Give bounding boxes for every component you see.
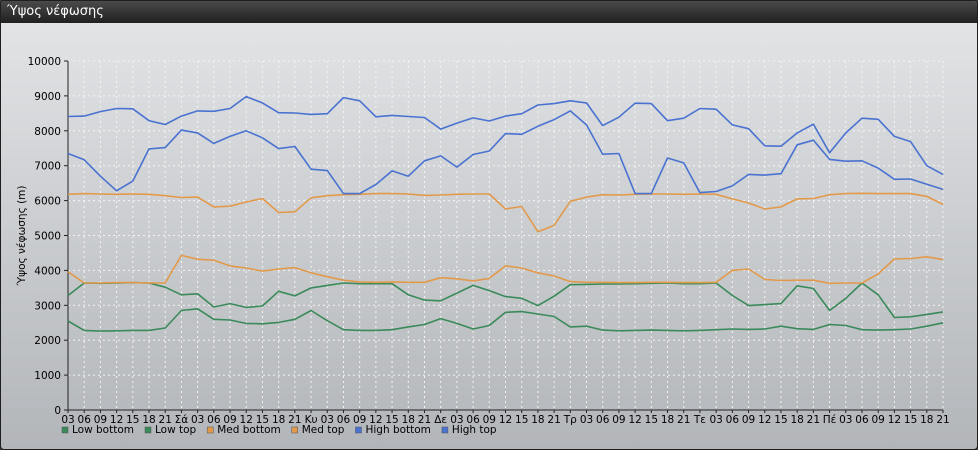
y-tick-label: 7000 — [34, 161, 61, 173]
series-line-med-top — [67, 254, 944, 285]
x-tick-label: 09 — [223, 414, 236, 426]
x-tick-label: 03 — [580, 414, 593, 426]
x-tick-label: 18 — [920, 414, 933, 426]
x-tick-label: 09 — [742, 414, 755, 426]
y-tick-label: 6000 — [34, 196, 61, 208]
legend-swatch — [206, 426, 214, 434]
series-line-high-bottom — [67, 110, 944, 195]
x-tick-label: 18 — [142, 414, 155, 426]
x-tick-label: 09 — [94, 414, 107, 426]
x-tick-label: 12 — [628, 414, 641, 426]
x-tick-label: 09 — [353, 414, 366, 426]
x-tick-label: Τρ — [563, 414, 577, 426]
x-tick-label: 12 — [110, 414, 123, 426]
x-tick-label: 06 — [78, 414, 92, 426]
series-line-med-bottom — [67, 192, 944, 233]
x-tick-label: 21 — [936, 414, 949, 426]
x-tick-label: 15 — [256, 414, 269, 426]
x-tick-label: 09 — [612, 414, 625, 426]
x-tick-label: 06 — [337, 414, 351, 426]
x-tick-label: 15 — [126, 414, 139, 426]
x-tick-label: 21 — [807, 414, 820, 426]
x-tick-label: Πέ — [823, 414, 837, 426]
y-tick-label: 8000 — [34, 126, 61, 138]
x-tick-label: 12 — [499, 414, 512, 426]
x-tick-label: Κυ — [305, 414, 318, 426]
y-axis-label: Ύψος νέφωσης (m) — [16, 185, 28, 286]
x-tick-label: 12 — [888, 414, 901, 426]
legend-swatch — [61, 426, 69, 434]
y-tick-label: 9000 — [34, 91, 61, 103]
legend-entry: High bottom — [365, 424, 430, 436]
x-tick-label: 15 — [515, 414, 528, 426]
x-tick-label: 03 — [839, 414, 852, 426]
x-tick-label: 03 — [61, 414, 74, 426]
x-tick-label: 21 — [159, 414, 172, 426]
x-tick-label: 18 — [790, 414, 803, 426]
x-tick-label: 18 — [402, 414, 415, 426]
x-tick-label: 12 — [240, 414, 253, 426]
x-tick-label: Δε — [434, 414, 447, 426]
series-line-low-bottom — [67, 307, 944, 332]
legend-swatch — [144, 426, 152, 434]
window-title: Ύψος νέφωσης — [7, 4, 104, 19]
legend-swatch — [441, 426, 449, 434]
x-tick-label: 06 — [726, 414, 740, 426]
legend-entry: Med top — [302, 424, 345, 436]
x-tick-label: 03 — [191, 414, 204, 426]
x-tick-label: 15 — [385, 414, 398, 426]
x-tick-label: 21 — [547, 414, 560, 426]
series-line-high-top — [67, 95, 944, 176]
y-tick-label: 0 — [54, 405, 61, 417]
x-tick-label: 03 — [709, 414, 722, 426]
y-tick-label: 10000 — [28, 56, 61, 68]
legend-entry: Low top — [155, 424, 197, 436]
y-tick-label: 4000 — [34, 265, 61, 277]
x-tick-label: 15 — [774, 414, 787, 426]
x-tick-label: 06 — [207, 414, 221, 426]
x-tick-label: 09 — [871, 414, 884, 426]
x-tick-label: 12 — [758, 414, 771, 426]
y-tick-label: 3000 — [34, 300, 61, 312]
y-tick-label: 2000 — [34, 335, 61, 347]
x-tick-label: 18 — [272, 414, 285, 426]
legend-swatch — [291, 426, 298, 434]
legend-entry: High top — [452, 424, 497, 436]
x-tick-label: 12 — [369, 414, 382, 426]
y-tick-label: 5000 — [34, 231, 61, 243]
x-tick-label: 15 — [645, 414, 658, 426]
legend-entry: Low bottom — [72, 424, 134, 436]
x-tick-label: 15 — [904, 414, 917, 426]
x-tick-label: 21 — [288, 414, 301, 426]
x-tick-label: 21 — [418, 414, 431, 426]
window-titlebar: Ύψος νέφωσης — [1, 1, 977, 23]
x-tick-label: 18 — [531, 414, 544, 426]
x-tick-label: 03 — [321, 414, 334, 426]
x-tick-label: 06 — [466, 414, 480, 426]
legend-entry: Med bottom — [217, 424, 281, 436]
y-tick-label: 1000 — [34, 370, 61, 382]
x-tick-label: 21 — [677, 414, 690, 426]
x-tick-label: 06 — [855, 414, 869, 426]
legend-swatch — [355, 426, 362, 434]
x-tick-label: 18 — [661, 414, 674, 426]
x-tick-label: Σά — [175, 414, 189, 426]
x-tick-label: 03 — [450, 414, 463, 426]
x-tick-label: 09 — [483, 414, 496, 426]
series-line-low-top — [67, 281, 944, 319]
x-tick-label: 06 — [596, 414, 610, 426]
x-tick-label: Τε — [693, 414, 706, 426]
